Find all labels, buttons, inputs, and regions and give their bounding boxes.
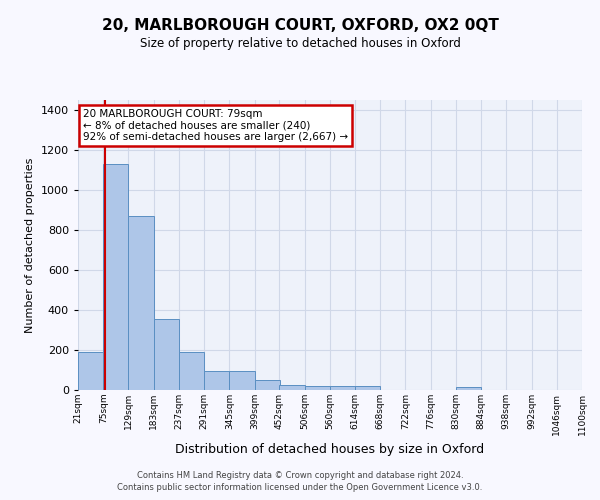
Bar bbox=[330, 386, 355, 390]
Bar bbox=[280, 385, 305, 390]
Bar bbox=[78, 352, 103, 390]
X-axis label: Distribution of detached houses by size in Oxford: Distribution of detached houses by size … bbox=[175, 443, 485, 456]
Bar bbox=[179, 352, 204, 390]
Bar bbox=[204, 371, 229, 390]
Bar bbox=[154, 319, 179, 390]
Text: 20, MARLBOROUGH COURT, OXFORD, OX2 0QT: 20, MARLBOROUGH COURT, OXFORD, OX2 0QT bbox=[101, 18, 499, 32]
Bar bbox=[103, 164, 128, 390]
Bar bbox=[128, 216, 154, 390]
Bar bbox=[305, 386, 330, 390]
Text: 20 MARLBOROUGH COURT: 79sqm
← 8% of detached houses are smaller (240)
92% of sem: 20 MARLBOROUGH COURT: 79sqm ← 8% of deta… bbox=[83, 108, 348, 142]
Bar bbox=[456, 387, 481, 390]
Bar bbox=[355, 386, 380, 390]
Y-axis label: Number of detached properties: Number of detached properties bbox=[25, 158, 35, 332]
Bar bbox=[229, 371, 254, 390]
Text: Contains HM Land Registry data © Crown copyright and database right 2024.
Contai: Contains HM Land Registry data © Crown c… bbox=[118, 471, 482, 492]
Text: Size of property relative to detached houses in Oxford: Size of property relative to detached ho… bbox=[140, 38, 460, 51]
Bar bbox=[254, 380, 280, 390]
